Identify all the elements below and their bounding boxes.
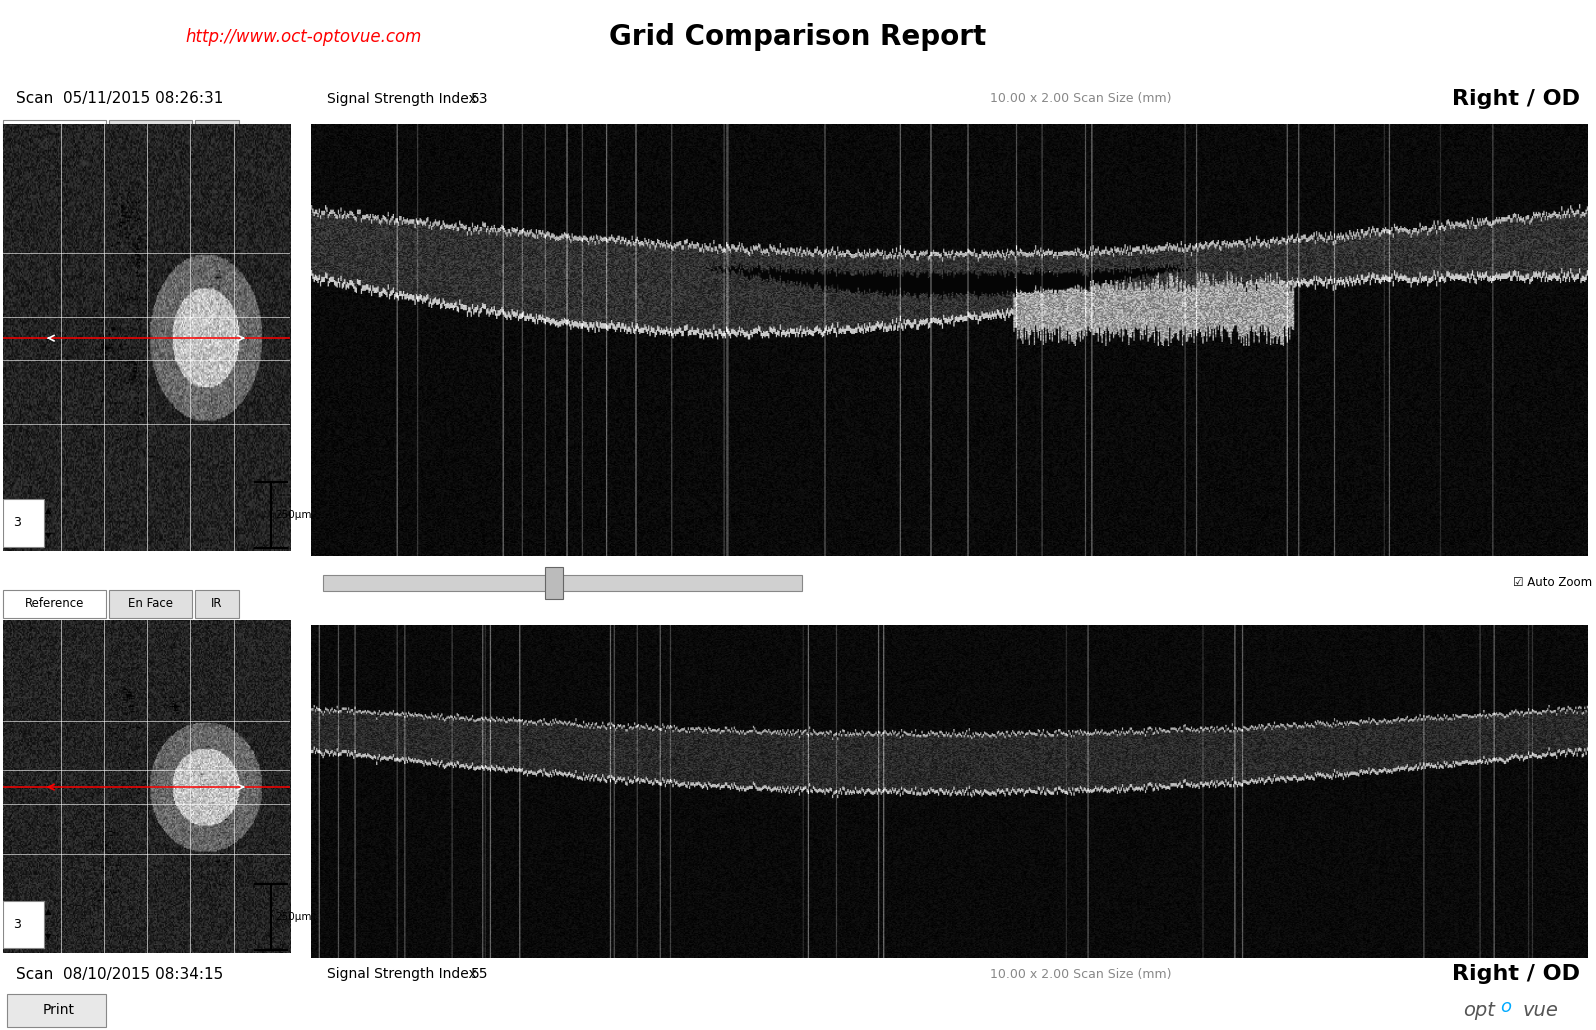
Text: Scan  05/11/2015 08:26:31: Scan 05/11/2015 08:26:31 [16,92,223,106]
Text: 53: 53 [471,92,488,106]
Text: 10.00 x 2.00 Scan Size (mm): 10.00 x 2.00 Scan Size (mm) [990,968,1171,981]
Text: Right / OD: Right / OD [1452,89,1580,109]
Text: 250μm: 250μm [275,912,311,922]
Text: 250μm: 250μm [275,510,311,520]
Text: Print: Print [43,1003,75,1018]
Text: IR: IR [211,127,223,139]
FancyBboxPatch shape [3,499,45,547]
Text: ▲: ▲ [45,907,51,917]
Text: 3: 3 [13,516,21,529]
Text: o: o [1500,998,1511,1017]
Text: ▼: ▼ [45,932,51,941]
FancyBboxPatch shape [195,119,239,147]
Text: Signal Strength Index: Signal Strength Index [327,967,477,982]
FancyBboxPatch shape [109,590,192,618]
FancyBboxPatch shape [3,590,107,618]
Text: ▲: ▲ [45,506,51,515]
Text: Reference: Reference [26,597,85,610]
Text: Scan  08/10/2015 08:34:15: Scan 08/10/2015 08:34:15 [16,967,223,982]
Text: http://www.oct-optovue.com: http://www.oct-optovue.com [185,28,421,46]
Text: Reference: Reference [26,127,85,139]
Text: IR: IR [211,597,223,610]
FancyBboxPatch shape [195,590,239,618]
Bar [544,568,562,598]
FancyBboxPatch shape [6,994,105,1027]
Text: 10.00 x 2.00 Scan Size (mm): 10.00 x 2.00 Scan Size (mm) [990,93,1171,105]
Text: En Face: En Face [128,597,172,610]
Text: ☑ Auto Zoom: ☑ Auto Zoom [1513,577,1591,589]
Text: En Face: En Face [128,127,172,139]
Text: vue: vue [1523,1001,1558,1020]
Text: Signal Strength Index: Signal Strength Index [327,92,477,106]
Text: 3: 3 [13,918,21,931]
FancyBboxPatch shape [109,119,192,147]
FancyBboxPatch shape [3,900,45,949]
Text: ▼: ▼ [45,530,51,540]
Text: Right / OD: Right / OD [1452,964,1580,985]
Text: opt: opt [1464,1001,1495,1020]
Text: Grid Comparison Report: Grid Comparison Report [610,23,986,52]
Bar [322,575,801,591]
FancyBboxPatch shape [3,119,107,147]
Text: 55: 55 [471,967,488,982]
